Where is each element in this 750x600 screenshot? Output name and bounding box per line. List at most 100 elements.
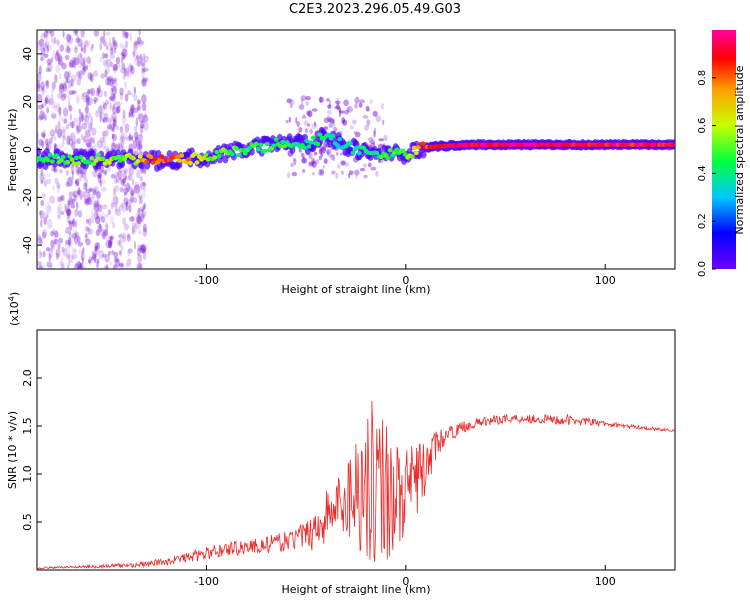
noise-blob bbox=[336, 151, 339, 156]
noise-blob bbox=[145, 77, 149, 82]
noise-blob bbox=[77, 53, 82, 61]
noise-blob bbox=[104, 99, 109, 106]
noise-blob bbox=[354, 131, 361, 138]
noise-blob bbox=[141, 94, 147, 104]
noise-blob bbox=[111, 202, 117, 208]
noise-blob bbox=[59, 107, 62, 116]
noise-blob bbox=[139, 176, 143, 182]
noise-blob bbox=[38, 174, 44, 181]
noise-blob bbox=[110, 201, 114, 210]
noise-blob bbox=[77, 187, 81, 197]
noise-blob bbox=[77, 210, 83, 218]
noise-blob bbox=[77, 260, 81, 269]
noise-blob bbox=[101, 139, 107, 150]
noise-blob bbox=[311, 108, 318, 112]
noise-blob bbox=[63, 118, 68, 124]
ridge-point bbox=[308, 140, 314, 145]
ridge-point bbox=[387, 148, 393, 153]
noise-blob bbox=[121, 178, 126, 184]
noise-blob bbox=[98, 249, 105, 259]
noise-blob bbox=[65, 124, 70, 130]
noise-blob bbox=[120, 57, 124, 64]
noise-blob bbox=[71, 246, 75, 255]
noise-blob bbox=[143, 112, 147, 120]
noise-blob bbox=[50, 112, 57, 119]
noise-blob bbox=[40, 199, 44, 207]
ridge-point bbox=[91, 161, 97, 166]
noise-blob bbox=[75, 201, 79, 210]
noise-blob bbox=[119, 238, 122, 248]
colorbar-tick-label: 0.0 bbox=[697, 261, 708, 277]
noise-blob bbox=[94, 242, 99, 250]
noise-blob bbox=[58, 55, 62, 65]
noise-blob bbox=[104, 69, 108, 78]
noise-blob bbox=[62, 248, 68, 257]
ridge-point bbox=[76, 161, 82, 166]
noise-blob bbox=[143, 55, 149, 63]
ridge-point bbox=[148, 154, 154, 160]
noise-blob bbox=[71, 253, 78, 260]
noise-blob bbox=[109, 78, 114, 87]
noise-blob bbox=[96, 261, 100, 269]
noise-blob bbox=[91, 207, 95, 216]
noise-blob bbox=[55, 124, 58, 134]
noise-blob bbox=[57, 203, 63, 211]
noise-blob bbox=[78, 116, 82, 126]
noise-blob bbox=[138, 30, 141, 37]
ridge-point bbox=[350, 150, 356, 156]
noise-blob bbox=[109, 95, 112, 105]
noise-blob bbox=[57, 210, 60, 217]
noise-blob bbox=[40, 176, 46, 184]
noise-blob bbox=[127, 90, 131, 96]
noise-blob bbox=[133, 181, 139, 190]
noise-blob bbox=[123, 197, 129, 205]
ridge-point bbox=[201, 155, 207, 161]
noise-blob bbox=[57, 214, 61, 220]
ridge-point bbox=[185, 157, 191, 162]
colorbar-tick-label: 0.2 bbox=[697, 213, 708, 229]
noise-blob bbox=[138, 229, 141, 235]
ridge-point bbox=[253, 141, 259, 146]
noise-blob bbox=[291, 171, 298, 177]
noise-blob bbox=[86, 89, 91, 95]
noise-blob bbox=[365, 108, 371, 112]
y-tick-label: -20 bbox=[21, 188, 34, 206]
noise-blob bbox=[112, 63, 118, 71]
noise-blob bbox=[128, 112, 131, 118]
noise-blob bbox=[332, 118, 336, 126]
noise-blob bbox=[86, 97, 93, 106]
spectrogram-x-label: Height of straight line (km) bbox=[281, 283, 430, 296]
noise-blob bbox=[45, 80, 49, 87]
noise-blob bbox=[114, 258, 121, 268]
noise-blob bbox=[298, 127, 303, 133]
ridge-point bbox=[71, 161, 77, 166]
noise-blob bbox=[141, 62, 146, 73]
noise-blob bbox=[48, 253, 52, 262]
noise-blob bbox=[110, 86, 117, 92]
noise-blob bbox=[111, 250, 115, 256]
noise-blob bbox=[37, 233, 41, 241]
noise-blob bbox=[76, 137, 81, 145]
ridge-point bbox=[69, 157, 75, 162]
noise-blob bbox=[141, 208, 144, 213]
ridge-point bbox=[273, 137, 279, 142]
noise-blob bbox=[40, 32, 46, 42]
noise-blob bbox=[71, 121, 74, 129]
noise-blob bbox=[49, 239, 54, 246]
noise-blob bbox=[107, 75, 114, 82]
ridge-halo bbox=[286, 133, 293, 142]
noise-blob bbox=[85, 218, 89, 224]
noise-blob bbox=[84, 104, 89, 114]
spectrogram-panel: -100 0 100 -40 -20 0 20 40 Height of straight … bbox=[6, 29, 676, 296]
snr-x-label: Height of straight line (km) bbox=[281, 583, 430, 596]
noise-blob bbox=[70, 165, 75, 175]
noise-blob bbox=[121, 262, 125, 269]
noise-blob bbox=[76, 170, 79, 176]
ridge-point bbox=[135, 159, 141, 164]
noise-blob bbox=[80, 43, 84, 53]
noise-blob bbox=[140, 243, 146, 253]
y-tick-label: 1.5 bbox=[21, 417, 34, 435]
noise-blob bbox=[80, 194, 85, 199]
ridge-point bbox=[256, 147, 261, 152]
noise-blob bbox=[84, 197, 88, 204]
